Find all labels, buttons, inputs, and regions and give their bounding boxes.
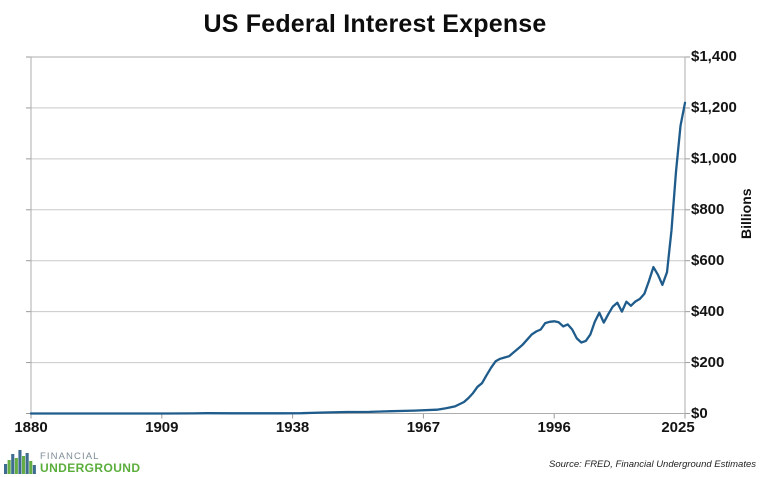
logo-word-financial: FINANCIAL <box>40 450 100 462</box>
x-tick-label: 1967 <box>406 419 441 436</box>
logo-bar <box>11 454 15 474</box>
y-tick-label: $0 <box>691 404 708 422</box>
x-tick-label: 1909 <box>145 419 179 436</box>
logo-text: FINANCIAL UNDERGROUND <box>40 450 141 475</box>
skyline-bars-icon <box>4 450 36 474</box>
logo-bar <box>25 453 29 474</box>
logo-bar <box>18 450 22 474</box>
logo-bar <box>32 465 36 474</box>
x-tick-label: 2025 <box>661 419 695 436</box>
y-tick-label: $600 <box>691 251 725 269</box>
logo-bar <box>29 461 33 474</box>
source-note: Source: FRED, Financial Underground Esti… <box>549 459 756 470</box>
interest-expense-line <box>29 101 687 415</box>
x-tick-label: 1996 <box>537 419 571 436</box>
logo-bar <box>14 458 18 474</box>
x-tick-label: 1880 <box>14 419 48 436</box>
y-tick-label: $400 <box>691 302 725 320</box>
x-tick-label: 1938 <box>275 419 310 436</box>
y-axis-title: Billions <box>738 188 754 240</box>
y-tick-label: $200 <box>691 353 725 371</box>
logo-bar <box>4 464 8 474</box>
y-tick-label: $1,000 <box>691 149 737 167</box>
chart-title: US Federal Interest Expense <box>203 10 547 38</box>
logo-bar <box>7 460 11 474</box>
plot-border <box>30 56 686 414</box>
financial-underground-logo: FINANCIAL UNDERGROUND <box>4 448 140 474</box>
logo-word-underground: UNDERGROUND <box>40 461 141 475</box>
y-tick-label: $1,400 <box>691 48 737 65</box>
y-tick-label: $1,200 <box>691 98 737 116</box>
logo-bar <box>22 456 26 474</box>
y-tick-label: $800 <box>691 200 725 218</box>
